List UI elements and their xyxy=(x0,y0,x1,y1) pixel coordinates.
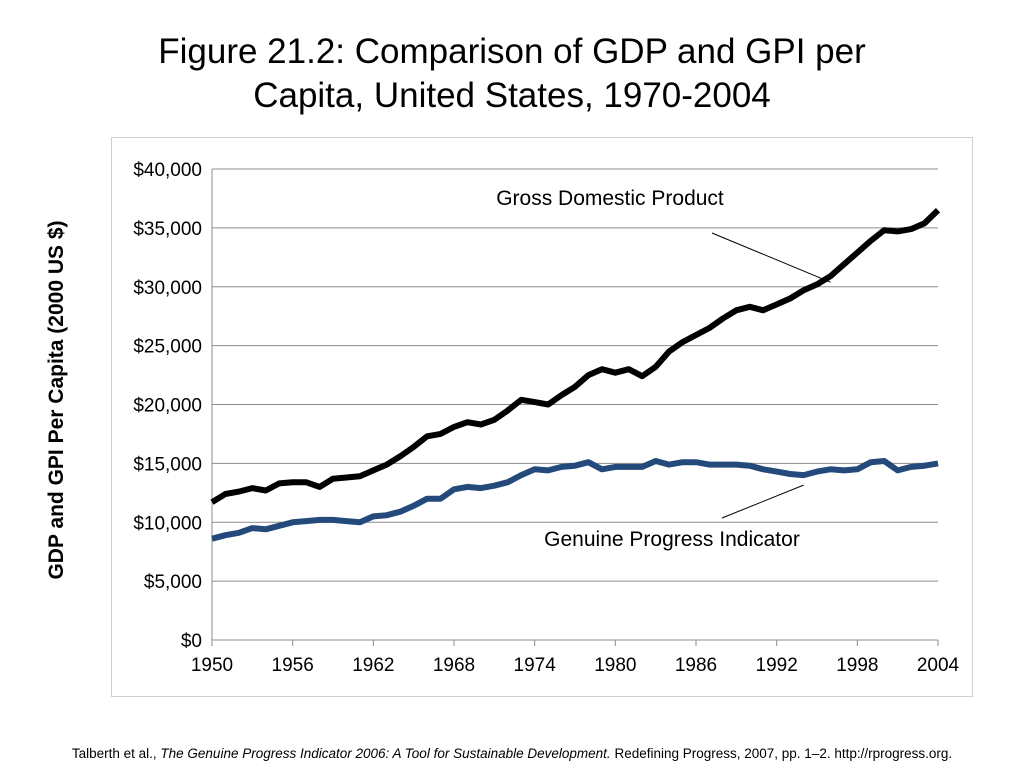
x-tick-label: 1956 xyxy=(272,655,314,676)
gpi-series-line xyxy=(211,458,939,542)
y-tick-label: $40,000 xyxy=(133,160,202,181)
x-tick-label: 1968 xyxy=(433,655,475,676)
source-citation: Talberth et al., The Genuine Progress In… xyxy=(0,746,1024,761)
chart-title-line1: Figure 21.2: Comparison of GDP and GPI p… xyxy=(158,32,866,71)
x-tick-label: 2004 xyxy=(917,655,960,676)
source-title: The Genuine Progress Indicator 2006: A T… xyxy=(160,746,611,761)
gdp-leader-line xyxy=(711,232,831,283)
gpi-annotation: Genuine Progress Indicator xyxy=(544,528,800,551)
gpi-leader-line xyxy=(721,484,804,519)
chart-title-line2: Capita, United States, 1970-2004 xyxy=(253,76,771,115)
y-tick-label: $5,000 xyxy=(144,572,202,593)
gdp-annotation: Gross Domestic Product xyxy=(496,187,724,210)
y-axis-label: GDP and GPI Per Capita (2000 US $) xyxy=(45,220,68,580)
chart-frame: $0 $5,000 $10,000 $15,000 $20,000 $25,000 $30,… xyxy=(111,137,973,697)
source-prefix: Talberth et al., xyxy=(71,746,161,761)
y-tick-label: $10,000 xyxy=(133,513,202,534)
y-tick-label: $20,000 xyxy=(133,396,202,417)
line-chart: $0 $5,000 $10,000 $15,000 $20,000 $25,000 $30,… xyxy=(133,160,960,676)
x-tick-label: 1998 xyxy=(836,655,878,676)
source-suffix: Redefining Progress, 2007, pp. 1–2. http… xyxy=(610,746,953,761)
x-tick-label: 1950 xyxy=(191,655,233,676)
x-tick-label: 1980 xyxy=(594,655,636,676)
y-tick-label: $30,000 xyxy=(133,278,202,299)
y-tick-label: $25,000 xyxy=(133,337,202,358)
x-tick-label: 1992 xyxy=(756,655,798,676)
chart-title: Figure 21.2: Comparison of GDP and GPI p… xyxy=(0,30,1024,118)
x-tick-label: 1962 xyxy=(352,655,394,676)
x-tick-label: 1986 xyxy=(675,655,717,676)
y-tick-label: $15,000 xyxy=(133,454,202,475)
gdp-series-line xyxy=(210,208,941,505)
y-tick-label: $0 xyxy=(181,631,202,652)
y-tick-label: $35,000 xyxy=(133,219,202,240)
x-tick-label: 1974 xyxy=(514,655,557,676)
